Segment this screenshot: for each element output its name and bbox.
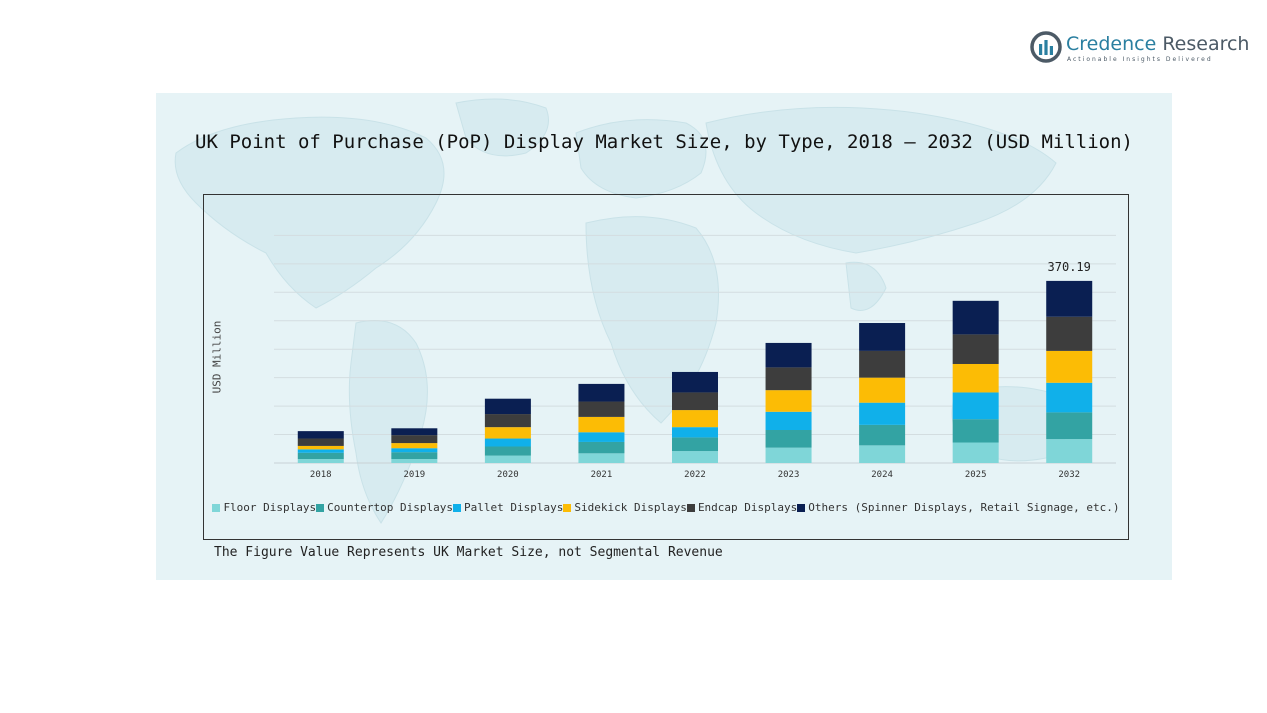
bar-segment-2019-s5 [391, 428, 438, 436]
bar-segment-2020-s0 [484, 455, 531, 463]
credence-research-logo: Credence Research Actionable Insights De… [1030, 30, 1249, 70]
bar-segment-2021-s0 [578, 453, 625, 463]
legend-swatch [316, 503, 325, 512]
footnote: The Figure Value Represents UK Market Si… [214, 545, 723, 560]
bar-segment-2023-s1 [765, 429, 812, 448]
legend-item: Sidekick Displays [563, 501, 687, 514]
bar-segment-2025-s1 [952, 419, 999, 443]
bar-segment-2019-s4 [391, 435, 438, 444]
bar-segment-2021-s1 [578, 441, 625, 454]
legend-item: Countertop Displays [316, 501, 453, 514]
legend-swatch [453, 503, 461, 512]
bar-segment-2018-s2 [297, 449, 344, 453]
bar-segment-2024-s5 [859, 323, 906, 351]
data-label-total: 370.19 [1048, 260, 1091, 274]
bar-segment-2023-s2 [765, 411, 812, 430]
bar-segment-2018-s5 [297, 431, 344, 439]
bar-segment-2022-s3 [672, 410, 718, 428]
x-tick-label: 2025 [965, 470, 987, 480]
bar-segment-2025-s5 [952, 300, 999, 335]
bar-segment-2018-s4 [297, 438, 344, 446]
legend-item: Pallet Displays [453, 501, 563, 514]
legend-swatch [212, 503, 221, 512]
legend-label: Countertop Displays [327, 501, 453, 514]
bar-segment-2020-s1 [484, 446, 531, 456]
bar-segment-2021-s2 [578, 432, 625, 442]
y-axis-label: USD Million [210, 320, 224, 394]
bar-segment-2025-s4 [952, 334, 999, 364]
bar-segment-2024-s4 [859, 350, 906, 378]
logo-mark-icon [1030, 31, 1062, 63]
legend-swatch [686, 503, 695, 512]
x-tick-label: 2023 [778, 470, 800, 480]
x-tick-label: 2024 [871, 470, 893, 480]
bar-segment-2032-s0 [1046, 439, 1093, 463]
x-tick-label: 2032 [1058, 470, 1080, 480]
bar-segment-2023-s0 [765, 447, 812, 463]
x-tick-label: 2021 [591, 470, 613, 480]
x-tick-label: 2018 [310, 470, 332, 480]
plot-area: 2018 2019 2020 2021 2022 2023 2024 2025 2032 370.… [203, 194, 1129, 540]
bar-segment-2020-s5 [484, 398, 531, 415]
legend-label: Pallet Displays [464, 501, 564, 514]
bar-segment-2018-s0 [297, 459, 344, 463]
world-map-watermark [174, 98, 1071, 524]
logo-wordmark: Credence Research [1066, 33, 1249, 55]
x-tick-label: 2022 [684, 470, 706, 480]
logo-tagline: Actionable Insights Delivered [1067, 56, 1213, 63]
bar-segment-2023-s5 [765, 342, 812, 368]
bar-segment-2025-s0 [952, 442, 999, 463]
bar-segment-2025-s2 [952, 392, 999, 420]
bar-segment-2032-s2 [1046, 382, 1093, 413]
bar-segment-2023-s4 [765, 367, 812, 391]
bar-segment-2021-s3 [578, 416, 625, 433]
x-tick-label: 2019 [403, 470, 425, 480]
bar-segment-2019-s0 [391, 459, 438, 463]
chart-legend: Floor Displays Countertop Displays Pallet … [204, 501, 1128, 514]
bar-segment-2022-s4 [672, 392, 718, 411]
bar-segment-2024-s2 [859, 402, 906, 425]
legend-label: Sidekick Displays [574, 501, 687, 514]
legend-label: Others (Spinner Displays, Retail Signage… [808, 501, 1120, 514]
legend-item: Floor Displays [212, 501, 316, 514]
bar-segment-2022-s1 [672, 437, 718, 452]
bar-segment-2024-s3 [859, 377, 906, 403]
chart-title: UK Point of Purchase (PoP) Display Marke… [195, 131, 1133, 153]
legend-item: Endcap Displays [686, 501, 798, 514]
bar-segment-2018-s1 [297, 452, 344, 460]
chart-panel: UK Point of Purchase (PoP) Display Marke… [156, 93, 1172, 580]
logo-name-first: Credence [1066, 33, 1157, 55]
bar-segment-2019-s3 [391, 443, 438, 449]
bar-segment-2021-s4 [578, 401, 625, 417]
bar-segment-2020-s3 [484, 427, 531, 439]
bar-segment-2032-s5 [1046, 280, 1093, 317]
bar-segment-2018-s3 [297, 445, 344, 450]
legend-item: Others (Spinner Displays, Retail Signage… [797, 501, 1120, 514]
bar-segment-2020-s4 [484, 414, 531, 428]
bar-segment-2024-s0 [859, 445, 906, 463]
bar-segment-2022-s2 [672, 427, 718, 438]
bar-segment-2032-s1 [1046, 412, 1093, 440]
bar-segment-2020-s2 [484, 438, 531, 447]
logo-name-second: Research [1156, 33, 1250, 55]
bar-segment-2023-s3 [765, 390, 812, 412]
bar-segment-2021-s5 [578, 383, 625, 402]
bar-segment-2022-s5 [672, 371, 718, 393]
bar-segment-2024-s1 [859, 424, 906, 446]
legend-label: Floor Displays [223, 501, 317, 514]
x-tick-label: 2020 [497, 470, 519, 480]
bar-segment-2019-s1 [391, 452, 438, 460]
stacked-bar-chart: 2018 2019 2020 2021 2022 2023 2024 2025 2032 370.… [274, 234, 1116, 480]
bar-segment-2025-s3 [952, 363, 999, 393]
legend-label: Endcap Displays [697, 501, 798, 514]
bar-segment-2022-s0 [672, 451, 718, 463]
bar-segment-2032-s3 [1046, 350, 1093, 383]
legend-swatch [797, 503, 806, 512]
bar-segment-2019-s2 [391, 448, 438, 453]
legend-swatch [563, 503, 572, 512]
bar-segment-2032-s4 [1046, 316, 1093, 351]
